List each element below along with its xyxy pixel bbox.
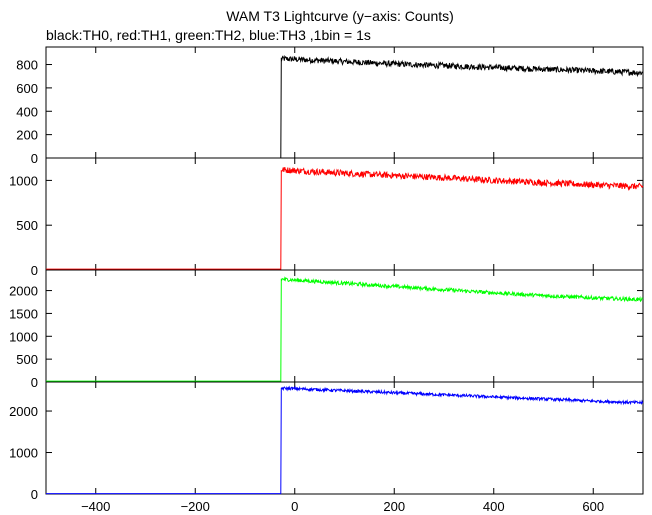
x-tick-label: 400	[483, 499, 505, 514]
panel-frame-th0	[45, 46, 644, 159]
y-tick-label: 0	[31, 375, 38, 390]
series-line-th3	[46, 385, 644, 495]
y-tick-label: 500	[16, 352, 38, 367]
x-tick-label: 600	[582, 499, 604, 514]
series-line-th0	[46, 54, 644, 159]
y-tick-label: 400	[16, 104, 38, 119]
series-line-th1	[46, 166, 644, 270]
y-tick-label: 500	[16, 218, 38, 233]
y-tick-label: 800	[16, 58, 38, 73]
y-tick-label: 1000	[9, 446, 38, 461]
y-tick-label: 1000	[9, 329, 38, 344]
y-tick-label: 200	[16, 128, 38, 143]
y-tick-label: 600	[16, 81, 38, 96]
series-line-th2	[46, 276, 644, 382]
y-tick-label: 1000	[9, 173, 38, 188]
x-tick-label: −200	[181, 499, 210, 514]
chart-subtitle: black:TH0, red:TH1, green:TH2, blue:TH3 …	[46, 27, 371, 43]
x-tick-label: −400	[81, 499, 110, 514]
chart-title: WAM T3 Lightcurve (y−axis: Counts)	[226, 8, 454, 24]
y-tick-label: 2000	[9, 404, 38, 419]
x-tick-label: 200	[383, 499, 405, 514]
y-tick-label: 0	[31, 151, 38, 166]
panel-frame-th2	[45, 269, 644, 383]
y-tick-label: 0	[31, 487, 38, 502]
y-tick-label: 2000	[9, 284, 38, 299]
y-tick-label: 1500	[9, 306, 38, 321]
panel-frame-th3	[45, 381, 644, 495]
y-tick-label: 0	[31, 263, 38, 278]
x-tick-label: 0	[291, 499, 298, 514]
